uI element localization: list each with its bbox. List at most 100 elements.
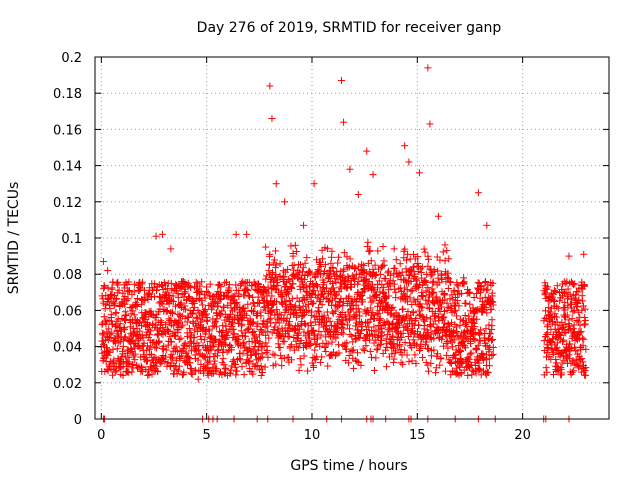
data-point xyxy=(371,366,379,374)
data-point xyxy=(432,369,440,377)
data-point xyxy=(115,286,123,294)
data-point xyxy=(238,320,246,328)
data-point xyxy=(445,255,453,263)
data-point xyxy=(242,311,250,319)
data-point xyxy=(392,288,400,296)
data-point xyxy=(238,314,246,322)
y-axis-label: SRMTID / TECUs xyxy=(6,182,22,295)
y-tick-label: 0.02 xyxy=(53,377,82,392)
data-point xyxy=(340,118,348,126)
data-point xyxy=(301,259,309,267)
data-point xyxy=(232,281,240,289)
data-point xyxy=(354,191,362,199)
data-point xyxy=(172,332,180,340)
data-point xyxy=(169,298,177,306)
data-point xyxy=(241,307,249,315)
data-point xyxy=(219,326,227,334)
data-point xyxy=(233,298,241,306)
data-point xyxy=(133,302,141,310)
data-point xyxy=(483,221,491,229)
data-point xyxy=(190,334,198,342)
data-point xyxy=(111,300,119,308)
data-point xyxy=(214,302,222,310)
data-point xyxy=(198,278,206,286)
data-point xyxy=(217,283,225,291)
data-point xyxy=(172,357,180,365)
data-point xyxy=(310,364,318,372)
data-point xyxy=(478,349,486,357)
data-point xyxy=(245,357,253,365)
x-tick-label: 15 xyxy=(409,428,426,443)
data-point xyxy=(254,298,262,306)
data-point xyxy=(367,298,375,306)
data-point xyxy=(100,313,108,321)
data-point xyxy=(106,304,114,312)
data-point xyxy=(231,360,239,368)
data-point xyxy=(123,297,131,305)
data-point xyxy=(260,317,268,325)
data-point xyxy=(221,279,229,287)
data-point xyxy=(167,279,175,287)
data-point xyxy=(238,363,246,371)
data-point xyxy=(100,340,108,348)
data-point xyxy=(128,336,136,344)
data-point xyxy=(210,343,218,351)
data-point xyxy=(263,347,271,355)
data-point xyxy=(542,364,550,372)
data-point xyxy=(147,327,155,335)
data-point xyxy=(265,289,273,297)
data-point xyxy=(114,315,122,323)
data-point xyxy=(177,300,185,308)
data-point xyxy=(249,318,257,326)
data-point xyxy=(278,362,286,370)
data-point xyxy=(119,371,127,379)
data-point xyxy=(424,64,432,72)
data-point xyxy=(113,279,121,287)
data-point xyxy=(181,302,189,310)
data-point xyxy=(337,77,345,85)
data-point xyxy=(258,368,266,376)
data-point xyxy=(127,304,135,312)
data-point xyxy=(235,292,243,300)
data-point xyxy=(462,299,470,307)
data-point xyxy=(240,279,248,287)
data-point xyxy=(443,247,451,255)
data-point xyxy=(153,362,161,370)
data-point xyxy=(109,345,117,353)
data-point xyxy=(225,281,233,289)
data-point xyxy=(418,288,426,296)
data-point xyxy=(181,288,189,296)
data-point xyxy=(204,371,212,379)
data-point xyxy=(424,255,432,263)
data-point xyxy=(196,282,204,290)
data-point xyxy=(175,362,183,370)
data-point xyxy=(366,347,374,355)
data-point xyxy=(162,346,170,354)
data-point xyxy=(363,308,371,316)
data-point xyxy=(374,247,382,255)
data-point xyxy=(159,300,167,308)
data-point xyxy=(201,305,209,313)
data-point xyxy=(205,325,213,333)
data-point xyxy=(125,360,133,368)
data-point xyxy=(257,362,265,370)
data-point xyxy=(287,242,295,250)
data-point xyxy=(188,371,196,379)
data-point xyxy=(268,115,276,123)
data-point xyxy=(263,272,271,280)
data-point xyxy=(226,299,234,307)
data-point xyxy=(372,354,380,362)
data-point xyxy=(108,285,116,293)
data-point xyxy=(324,340,332,348)
data-point xyxy=(444,320,452,328)
data-point xyxy=(190,304,198,312)
data-point xyxy=(211,357,219,365)
data-point xyxy=(335,341,343,349)
data-point xyxy=(274,340,282,348)
data-point xyxy=(271,351,279,359)
data-point xyxy=(264,353,272,361)
data-point xyxy=(239,340,247,348)
data-point xyxy=(265,316,273,324)
data-point xyxy=(206,280,214,288)
data-point xyxy=(269,350,277,358)
